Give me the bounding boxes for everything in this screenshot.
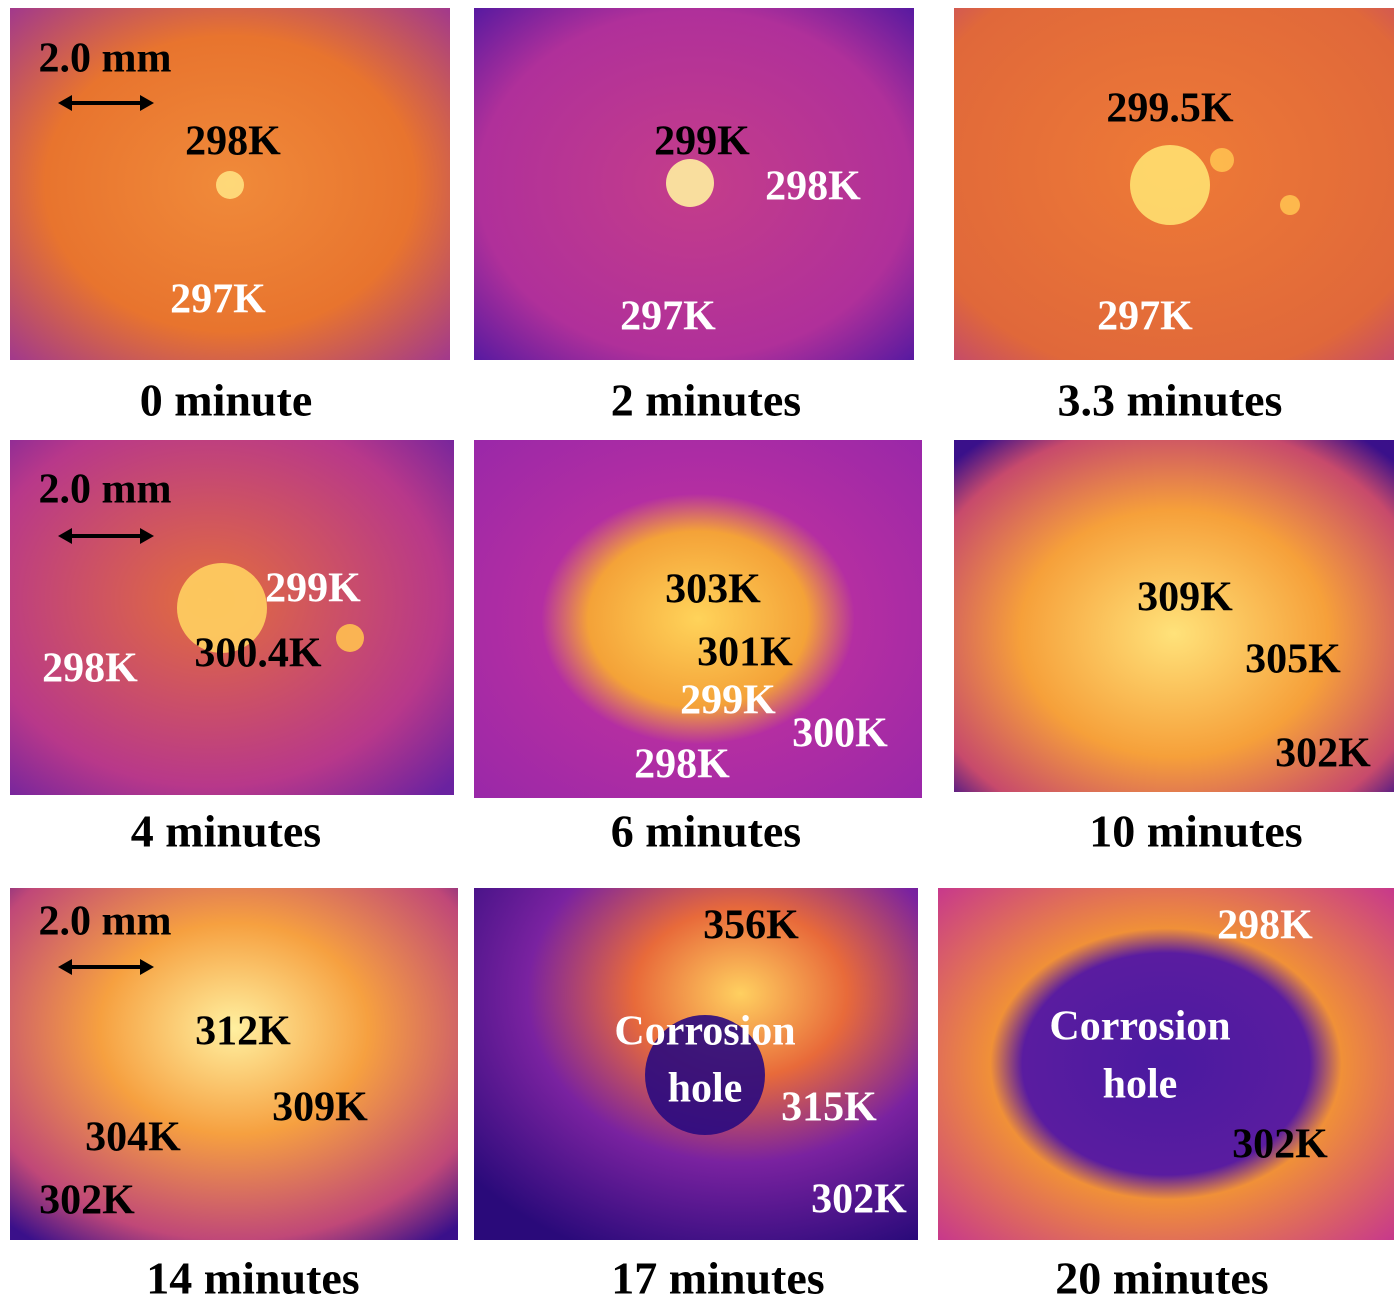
temperature-label: 303K: [665, 567, 761, 613]
caption: 0 minute: [140, 375, 313, 426]
hot-spot: [216, 171, 244, 199]
temperature-label: 305K: [1245, 637, 1341, 683]
temperature-label: 302K: [39, 1178, 135, 1224]
temperature-label: hole: [1103, 1062, 1178, 1108]
temperature-label: 298K: [42, 646, 138, 692]
hot-spot: [666, 159, 714, 207]
temperature-label: 298K: [634, 742, 730, 788]
caption: 17 minutes: [611, 1253, 824, 1304]
caption: 14 minutes: [146, 1253, 359, 1304]
caption: 10 minutes: [1089, 806, 1302, 857]
temperature-label: 315K: [781, 1085, 877, 1131]
temperature-label: 299K: [680, 678, 776, 724]
temperature-label: 312K: [195, 1009, 291, 1055]
scale-bar-label: 2.0 mm: [39, 467, 172, 513]
temperature-label: 356K: [703, 903, 799, 949]
temperature-label: 302K: [811, 1177, 907, 1223]
caption: 2 minutes: [611, 375, 801, 426]
temperature-label: 299K: [265, 566, 361, 612]
hot-spot: [1130, 145, 1210, 225]
temperature-label: 302K: [1232, 1122, 1328, 1168]
temperature-label: 298K: [1217, 903, 1313, 949]
temperature-label: 309K: [272, 1085, 368, 1131]
temperature-label: hole: [668, 1066, 743, 1112]
temperature-label: 309K: [1137, 575, 1233, 621]
hot-spot: [1210, 148, 1234, 172]
temperature-label: 300.4K: [194, 631, 322, 677]
temperature-label: 299K: [654, 119, 750, 165]
temperature-label: 300K: [792, 711, 888, 757]
temperature-label: Corrosion: [614, 1009, 795, 1055]
caption: 6 minutes: [611, 806, 801, 857]
scale-bar-label: 2.0 mm: [39, 899, 172, 945]
hot-spot: [1280, 195, 1300, 215]
caption: 4 minutes: [131, 806, 321, 857]
temperature-label: 302K: [1275, 731, 1371, 777]
caption: 3.3 minutes: [1058, 375, 1283, 426]
hot-spot: [336, 624, 364, 652]
scale-bar-label: 2.0 mm: [39, 36, 172, 82]
temperature-label: 297K: [620, 294, 716, 340]
temperature-label: 299.5K: [1106, 86, 1234, 132]
figure: 2.0 mm 298K 297K 0 minute 299K 298K 297K 2 minu…: [0, 0, 1397, 1309]
temperature-label: 297K: [1097, 294, 1193, 340]
temperature-label: 298K: [765, 164, 861, 210]
temperature-label: 301K: [697, 630, 793, 676]
temperature-label: 304K: [85, 1115, 181, 1161]
temperature-label: 298K: [185, 119, 281, 165]
temperature-label: Corrosion: [1049, 1004, 1230, 1050]
temperature-label: 297K: [170, 277, 266, 323]
caption: 20 minutes: [1055, 1253, 1268, 1304]
